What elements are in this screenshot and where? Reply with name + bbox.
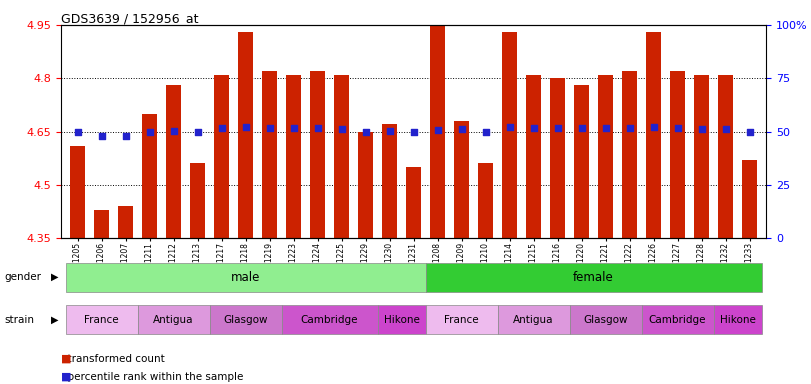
Text: Cambridge: Cambridge xyxy=(301,314,358,325)
Point xyxy=(599,125,612,131)
Text: Glasgow: Glasgow xyxy=(223,314,268,325)
Text: transformed count: transformed count xyxy=(61,354,165,364)
Bar xyxy=(66,263,426,292)
Text: France: France xyxy=(84,314,119,325)
Point xyxy=(287,125,300,131)
Text: male: male xyxy=(231,271,260,284)
Bar xyxy=(165,85,182,238)
Point xyxy=(575,125,588,131)
Text: percentile rank within the sample: percentile rank within the sample xyxy=(61,372,243,382)
Bar xyxy=(142,114,157,238)
Point xyxy=(743,129,756,135)
Point xyxy=(431,127,444,133)
Bar xyxy=(238,32,253,238)
Bar xyxy=(426,305,498,334)
Point xyxy=(71,129,84,135)
Text: gender: gender xyxy=(4,272,41,282)
Point xyxy=(719,126,732,132)
Point xyxy=(191,129,204,135)
Bar xyxy=(118,206,134,238)
Bar xyxy=(66,305,138,334)
Bar xyxy=(574,85,590,238)
Text: Antigua: Antigua xyxy=(153,314,194,325)
Bar xyxy=(718,75,733,238)
Point xyxy=(239,124,252,130)
Point xyxy=(167,128,180,134)
Text: ▶: ▶ xyxy=(51,315,58,325)
Text: ▶: ▶ xyxy=(51,272,58,282)
Bar xyxy=(378,305,426,334)
Bar xyxy=(382,124,397,238)
Bar xyxy=(214,75,230,238)
Bar xyxy=(454,121,470,238)
Bar xyxy=(190,164,205,238)
Bar xyxy=(281,305,378,334)
Bar xyxy=(622,71,637,238)
Text: Cambridge: Cambridge xyxy=(649,314,706,325)
Bar xyxy=(310,71,325,238)
Text: Antigua: Antigua xyxy=(513,314,554,325)
Point xyxy=(359,128,372,134)
Point xyxy=(143,128,156,134)
Bar xyxy=(646,32,662,238)
Bar xyxy=(478,164,493,238)
Point xyxy=(119,133,132,139)
Bar xyxy=(526,75,542,238)
Point xyxy=(695,126,708,132)
Point xyxy=(479,128,492,134)
Bar xyxy=(714,305,762,334)
Text: ■: ■ xyxy=(61,372,71,382)
Point xyxy=(263,125,276,131)
Point xyxy=(455,126,468,132)
Text: France: France xyxy=(444,314,479,325)
Bar xyxy=(693,75,710,238)
Point xyxy=(95,133,108,139)
Text: Hikone: Hikone xyxy=(384,314,419,325)
Point xyxy=(647,124,660,130)
Point xyxy=(383,128,396,134)
Bar xyxy=(70,146,85,238)
Point xyxy=(503,124,516,130)
Bar xyxy=(406,167,422,238)
Point xyxy=(335,126,348,132)
Text: GDS3639 / 152956_at: GDS3639 / 152956_at xyxy=(61,12,199,25)
Bar xyxy=(550,78,565,238)
Text: ■: ■ xyxy=(61,354,71,364)
Text: strain: strain xyxy=(4,315,34,325)
Bar xyxy=(569,305,642,334)
Bar xyxy=(138,305,209,334)
Text: Glasgow: Glasgow xyxy=(583,314,628,325)
Point xyxy=(623,125,636,131)
Point xyxy=(672,125,684,131)
Bar xyxy=(285,75,302,238)
Bar xyxy=(358,131,373,238)
Bar xyxy=(598,75,613,238)
Bar xyxy=(742,160,757,238)
Text: Hikone: Hikone xyxy=(719,314,756,325)
Bar xyxy=(262,71,277,238)
Bar xyxy=(426,263,762,292)
Bar xyxy=(642,305,714,334)
Bar xyxy=(498,305,569,334)
Bar xyxy=(94,210,109,238)
Bar xyxy=(502,32,517,238)
Bar xyxy=(334,75,350,238)
Point xyxy=(527,125,540,131)
Point xyxy=(215,125,228,131)
Text: female: female xyxy=(573,271,614,284)
Point xyxy=(407,129,420,135)
Bar xyxy=(670,71,685,238)
Bar xyxy=(430,18,445,238)
Point xyxy=(551,125,564,131)
Point xyxy=(311,125,324,131)
Bar xyxy=(209,305,281,334)
